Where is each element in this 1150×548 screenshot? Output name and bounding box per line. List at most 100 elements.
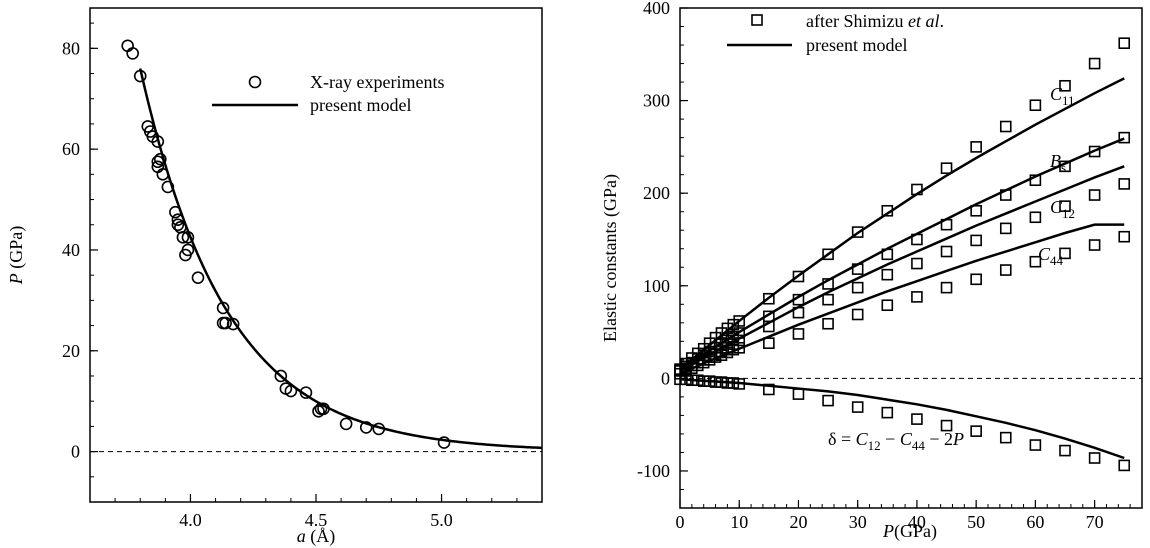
- marker-bs: [792, 293, 805, 306]
- curve-delta: [679, 378, 1125, 460]
- marker-c44: [822, 317, 834, 330]
- right-axis-ticks: 0 10 20 30 40 50 60 70 -100 0 100 200 300 400: [637, 0, 1143, 532]
- right-y-tick-label: 200: [643, 183, 670, 203]
- label-bs: Bs: [1050, 151, 1066, 175]
- marker-delta: [703, 375, 716, 387]
- left-xray-point: [226, 317, 240, 331]
- left-y-axis-label: P (GPa): [6, 226, 27, 286]
- left-xray-point: [284, 384, 298, 398]
- marker-c12: [940, 245, 953, 258]
- marker-delta: [680, 373, 692, 386]
- right-x-tick-label: 20: [789, 512, 807, 532]
- marker-c44: [911, 291, 923, 303]
- left-xray-point: [317, 402, 330, 416]
- left-legend-markers-label: X-ray experiments: [310, 72, 444, 92]
- left-xray-point: [219, 316, 232, 330]
- marker-c44: [686, 362, 698, 374]
- marker-c12: [881, 268, 894, 281]
- left-series-layer: [121, 39, 543, 450]
- right-y-axis-label: Elastic constants (GPa): [600, 174, 621, 342]
- marker-c12: [792, 306, 805, 319]
- left-x-axis-label: a (Å): [297, 526, 336, 547]
- marker-bs: [851, 263, 864, 275]
- curve-c11: [679, 77, 1125, 371]
- left-y-tick-label: 60: [62, 139, 80, 159]
- left-xray-point: [299, 386, 313, 399]
- marker-c12: [1059, 200, 1071, 212]
- right-y-tick-label: -100: [637, 461, 670, 481]
- curve-c12: [679, 165, 1125, 373]
- marker-bs: [822, 278, 834, 290]
- marker-c11: [1118, 37, 1131, 49]
- left-xray-point: [171, 218, 185, 232]
- right-legend-markers-label: after Shimizu et al.: [806, 11, 944, 31]
- marker-c11: [851, 226, 864, 238]
- marker-delta: [940, 419, 953, 432]
- left-xray-point: [174, 220, 187, 234]
- left-xray-point: [372, 422, 386, 436]
- marker-delta: [970, 425, 982, 437]
- marker-c44: [721, 346, 734, 359]
- marker-c11: [792, 270, 805, 283]
- right-x-axis-unit: (GPa): [894, 521, 937, 542]
- marker-delta: [686, 374, 698, 387]
- right-y-tick-label: 300: [643, 91, 670, 111]
- marker-bs: [1118, 131, 1131, 144]
- marker-delta: [881, 406, 894, 419]
- marker-delta: [715, 376, 728, 388]
- marker-c44: [851, 308, 864, 321]
- marker-delta: [851, 401, 864, 413]
- marker-c11: [1088, 57, 1101, 70]
- left-xray-point: [169, 205, 182, 219]
- marker-c44: [881, 299, 894, 312]
- marker-delta: [911, 413, 923, 425]
- left-xray-point: [274, 369, 288, 383]
- left-xray-point: [179, 248, 192, 262]
- marker-bs: [911, 233, 923, 246]
- left-xray-point: [161, 180, 175, 194]
- right-x-tick-label: 0: [676, 512, 685, 532]
- marker-c44: [1029, 255, 1042, 268]
- marker-bs: [1088, 145, 1101, 158]
- marker-c11: [721, 322, 734, 335]
- right-x-tick-label: 40: [908, 512, 926, 532]
- marker-c11: [881, 204, 894, 217]
- left-legend-circle-marker: [248, 75, 262, 89]
- marker-c44: [1088, 239, 1101, 251]
- label-c11: C11: [1050, 84, 1075, 108]
- marker-c44: [763, 337, 775, 349]
- label-c11-main: C: [1050, 84, 1063, 104]
- label-c44-sub: 44: [1050, 253, 1064, 268]
- marker-c12: [911, 257, 923, 270]
- marker-delta: [792, 388, 805, 400]
- right-series-layer: [674, 37, 1131, 472]
- right-legend-line-label: present model: [806, 35, 907, 55]
- marker-delta: [721, 377, 734, 389]
- right-legend-markers-suffix: .: [939, 11, 944, 31]
- marker-delta: [733, 378, 746, 390]
- left-y-tick-label: 0: [71, 442, 80, 462]
- curve-bs: [679, 137, 1125, 372]
- left-y-axis-var: P: [6, 273, 26, 285]
- right-plot-frame: [679, 7, 1143, 509]
- right-legend-markers-prefix: after Shimizu: [806, 11, 908, 31]
- marker-c44: [999, 264, 1012, 276]
- left-x-tick-label: 4.5: [305, 510, 328, 530]
- left-model-curve: [139, 68, 543, 450]
- marker-delta: [674, 373, 686, 386]
- left-xray-point: [154, 152, 167, 166]
- marker-c44: [733, 342, 746, 354]
- right-legend: after Shimizu et al. present model: [727, 11, 944, 55]
- right-x-tick-label: 10: [730, 512, 748, 532]
- marker-c44: [1118, 230, 1131, 243]
- left-x-tick-label: 5.0: [430, 510, 453, 530]
- right-legend-square-marker: [751, 14, 763, 26]
- left-xray-point: [191, 271, 205, 284]
- marker-c11: [763, 292, 775, 305]
- left-xray-point: [151, 155, 165, 169]
- label-bs-sub: s: [1061, 160, 1066, 175]
- marker-c11: [1059, 79, 1071, 92]
- marker-c44: [792, 328, 805, 340]
- marker-delta: [1088, 452, 1101, 464]
